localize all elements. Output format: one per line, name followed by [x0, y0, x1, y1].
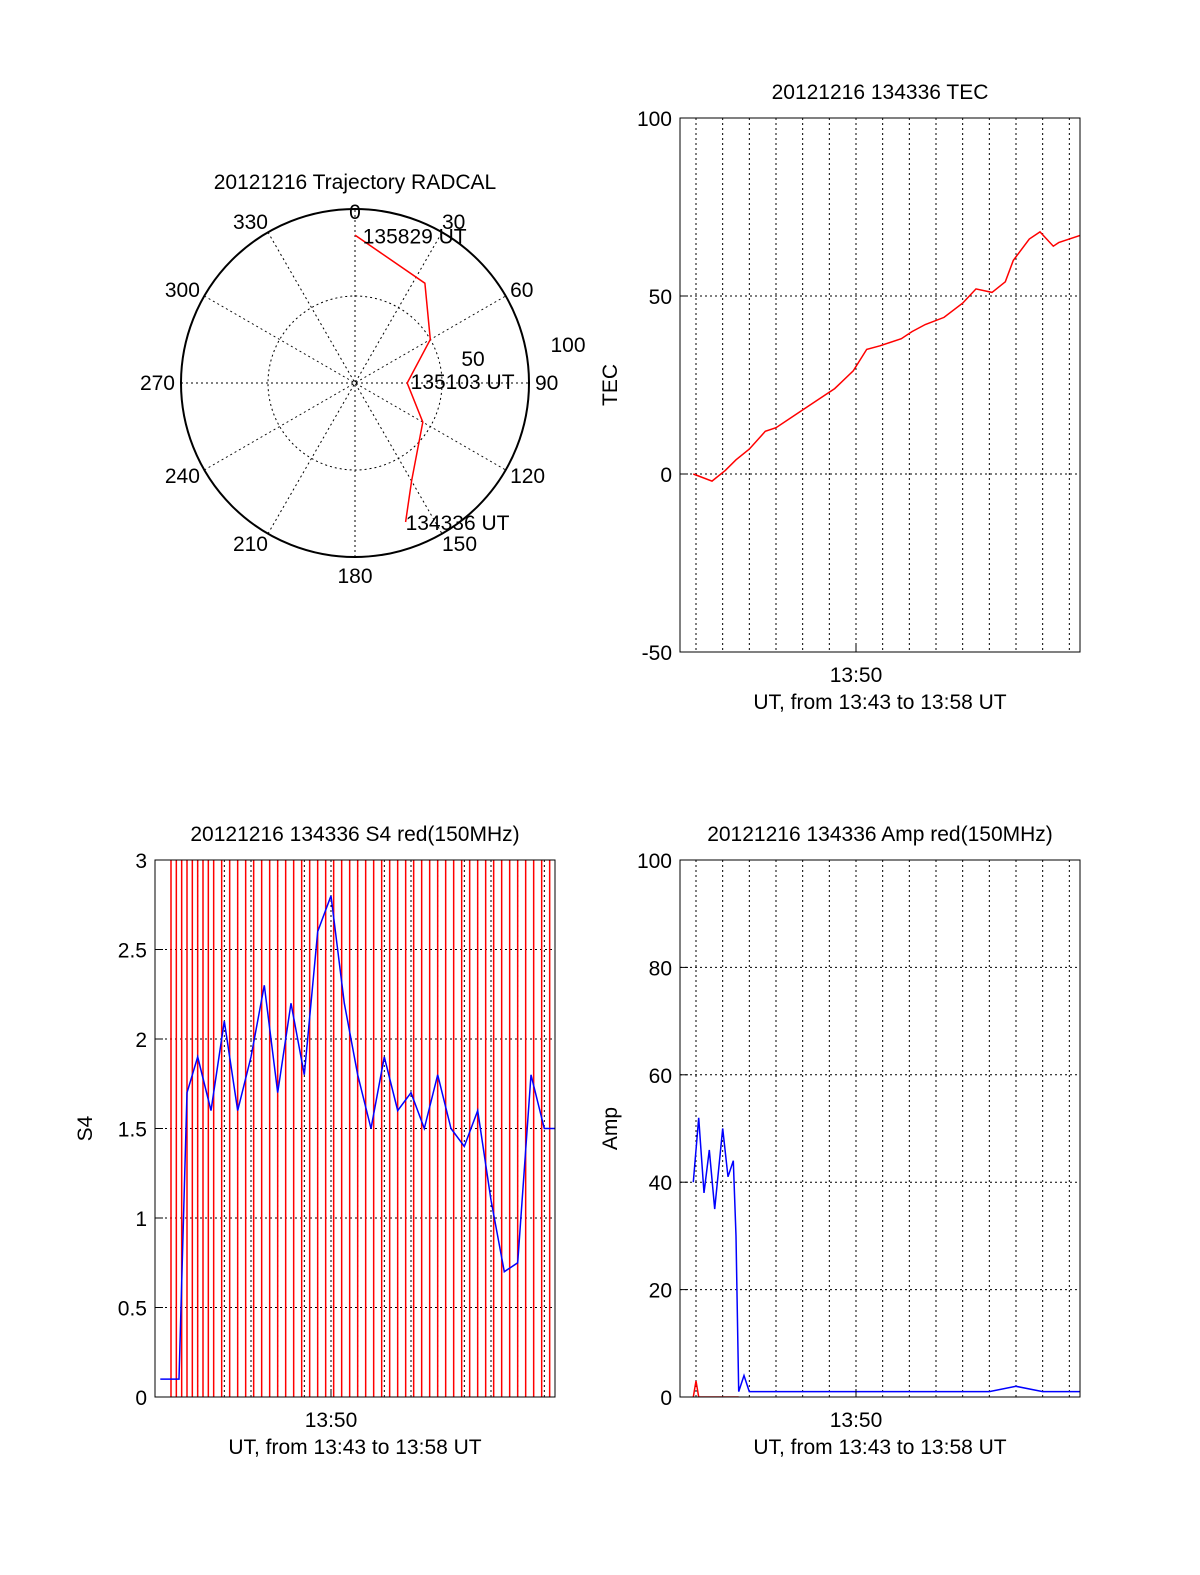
p1-plot-area: [693, 230, 1080, 482]
p1-ytick-label-100: 100: [637, 108, 672, 131]
p1-ylabel: TEC: [599, 364, 622, 406]
p3-frame: [679, 859, 1081, 1398]
p3-plot-area: [692, 1117, 1080, 1397]
p3-ytick-label-0: 0: [660, 1387, 672, 1410]
p3-xlabel: UT, from 13:43 to 13:58 UT: [753, 1436, 1006, 1459]
p2-xlabel: UT, from 13:43 to 13:58 UT: [228, 1436, 481, 1459]
p1-title: 20121216 134336 TEC: [772, 81, 989, 104]
p1-xtick-label: 13:50: [830, 664, 883, 687]
p1-frame: [679, 117, 1081, 653]
s4-plot: 0 0.5 1 1.5 2 2.5 3 20121216 134336 S4 red(150M…: [74, 823, 556, 1459]
polar-angle-label-30: 30: [442, 211, 465, 234]
polar-spoke-30: [267, 232, 443, 534]
p3-ytick-label-100: 100: [637, 850, 672, 873]
polar-spokes: [181, 209, 529, 557]
p2-series-s4-blue: [160, 895, 555, 1380]
p2-series-s4-red-spikes: [170, 860, 551, 1397]
p2-ytick-label-2.5: 2.5: [118, 940, 147, 963]
polar-trajectory-plot: 20121216 Trajectory RADCAL 0 30 60 90 120 150…: [140, 171, 586, 588]
p2-ytick-label-0.5: 0.5: [118, 1298, 147, 1321]
polar-title: 20121216 Trajectory RADCAL: [214, 171, 497, 194]
polar-angle-label-210: 210: [233, 533, 268, 556]
polar-angle-label-0: 0: [349, 201, 361, 224]
polar-angle-label-150: 150: [442, 533, 477, 556]
polar-spoke-150: [267, 232, 443, 534]
tec-plot: -50 0 50 100 20121216 134336 TEC 13:50 UT, fro…: [599, 81, 1081, 714]
trajectory-annotation-0: 135829 UT: [363, 225, 467, 248]
p2-ytick-label-1: 1: [135, 1208, 147, 1231]
polar-radius-label-50: 50: [461, 348, 484, 371]
p2-ylabel: S4: [74, 1115, 97, 1141]
trajectory-annotation-1: 135103 UT: [411, 371, 515, 394]
trajectory-annotation-2: 134336 UT: [406, 512, 510, 535]
p1-ytick-label-0: 0: [660, 464, 672, 487]
p2-ytick-label-3: 3: [135, 850, 147, 873]
trajectory-line: [354, 234, 432, 523]
p3-series-amp-blue: [692, 1117, 1080, 1393]
p2-ytick-label-0: 0: [135, 1387, 147, 1410]
polar-angle-label-300: 300: [165, 279, 200, 302]
polar-angle-label-120: 120: [510, 465, 545, 488]
polar-angle-labels: 0 30 60 90 120 150 180 210 240 270 300 330: [140, 201, 558, 588]
polar-angle-label-330: 330: [233, 211, 268, 234]
p2-title: 20121216 134336 S4 red(150MHz): [190, 823, 519, 846]
polar-spoke-120: [204, 295, 506, 471]
p1-series-tec: [693, 230, 1080, 482]
p3-ylabel: Amp: [599, 1107, 622, 1150]
p2-ytick-label-2: 2: [135, 1029, 147, 1052]
p1-ytick-label--50: -50: [642, 642, 672, 665]
p2-frame: [154, 859, 556, 1398]
p3-title: 20121216 134336 Amp red(150MHz): [707, 823, 1053, 846]
amp-plot: 0 20 40 60 80 100 20121216 134336 Amp red(150M…: [599, 823, 1081, 1459]
p3-ytick-label-60: 60: [649, 1065, 672, 1088]
p3-series-amp-red: [692, 1380, 739, 1397]
trajectory-annotations: 135829 UT 135103 UT 134336 UT: [363, 225, 515, 535]
p1-xlabel: UT, from 13:43 to 13:58 UT: [753, 691, 1006, 714]
p3-ytick-label-40: 40: [649, 1172, 672, 1195]
p2-xtick-label: 13:50: [305, 1409, 358, 1432]
polar-angle-label-180: 180: [337, 565, 372, 588]
p2-ytick-label-1.5: 1.5: [118, 1119, 147, 1142]
polar-angle-label-60: 60: [510, 279, 533, 302]
p2-plot-area: [160, 860, 555, 1397]
polar-spoke-60: [204, 295, 506, 471]
polar-angle-label-90: 90: [535, 372, 558, 395]
polar-angle-label-240: 240: [165, 465, 200, 488]
polar-radius-label-100: 100: [550, 334, 585, 357]
polar-angle-label-270: 270: [140, 372, 175, 395]
p3-xtick-label: 13:50: [830, 1409, 883, 1432]
p3-ytick-label-20: 20: [649, 1280, 672, 1303]
p3-ytick-label-80: 80: [649, 957, 672, 980]
p1-ytick-label-50: 50: [649, 286, 672, 309]
